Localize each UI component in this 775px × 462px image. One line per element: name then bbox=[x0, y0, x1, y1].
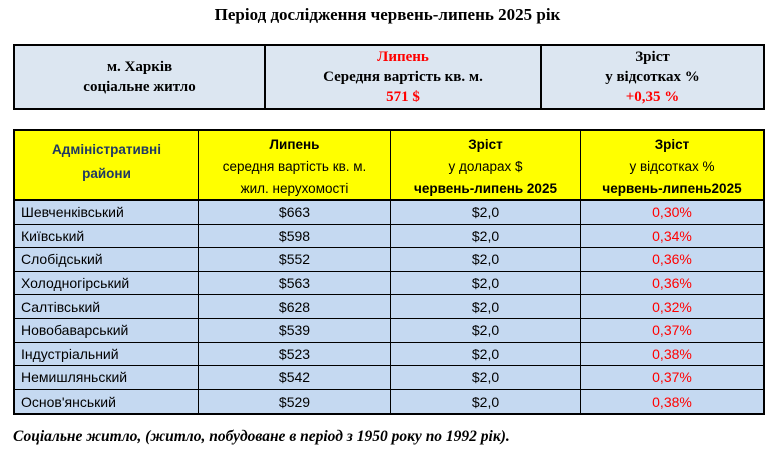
price-cell: $529 bbox=[199, 389, 391, 414]
price-cell: $563 bbox=[199, 271, 391, 295]
summary-growth-line1: Зріст bbox=[635, 49, 670, 65]
header-districts: Адміністративні райони bbox=[15, 131, 199, 199]
header-growth-pct: Зріст у відсотках % червень-липень2025 bbox=[581, 131, 763, 199]
district-name-cell: Київський bbox=[15, 224, 199, 248]
growth-usd-cell: $2,0 bbox=[391, 271, 581, 295]
price-cell: $539 bbox=[199, 318, 391, 342]
table-row: Немишляньский $542 $2,0 0,37% bbox=[15, 366, 763, 390]
header-growth-usd: Зріст у доларах $ червень-липень 2025 bbox=[391, 131, 581, 199]
district-name-cell: Холодногірський bbox=[15, 271, 199, 295]
table-row: Новобаварський $539 $2,0 0,37% bbox=[15, 318, 763, 343]
header-price: Липень середня вартість кв. м. жил. неру… bbox=[199, 131, 391, 199]
price-cell: $598 bbox=[199, 224, 391, 248]
district-name-cell: Шевченківський bbox=[15, 201, 199, 224]
growth-usd-cell: $2,0 bbox=[391, 201, 581, 224]
district-name-cell: Основ'янський bbox=[15, 389, 199, 414]
table-row: Салтівський $628 $2,0 0,32% bbox=[15, 295, 763, 319]
header-price-line2: середня вартість кв. м. bbox=[222, 159, 367, 174]
growth-usd-cell: $2,0 bbox=[391, 318, 581, 342]
district-name-cell: Індустріальний bbox=[15, 342, 199, 366]
summary-city-cell: м. Харків соціальне житло bbox=[15, 46, 266, 108]
district-name-cell: Салтівський bbox=[15, 295, 199, 318]
header-growth-usd-line1: Зріст bbox=[468, 137, 503, 152]
price-cell: $663 bbox=[199, 201, 391, 224]
districts-table-header: Адміністративні райони Липень середня ва… bbox=[15, 131, 763, 201]
growth-pct-cell: 0,30% bbox=[652, 204, 692, 221]
summary-growth-line2: у відсотках % bbox=[605, 69, 700, 85]
table-row: Шевченківський $663 $2,0 0,30% bbox=[15, 201, 763, 225]
growth-pct-cell: 0,37% bbox=[652, 322, 692, 339]
summary-month-cell: Липень Середня вартість кв. м. 571 $ bbox=[266, 46, 542, 108]
summary-month-label: Середня вартість кв. м. bbox=[323, 69, 483, 85]
header-price-line1: Липень bbox=[269, 137, 320, 152]
growth-usd-cell: $2,0 bbox=[391, 295, 581, 318]
growth-usd-cell: $2,0 bbox=[391, 366, 581, 389]
price-cell: $542 bbox=[199, 366, 391, 389]
header-growth-usd-line2: у доларах $ bbox=[448, 159, 523, 174]
summary-city-line2: соціальне житло bbox=[83, 79, 196, 95]
district-name-cell: Слобідський bbox=[15, 248, 199, 271]
table-row: Слобідський $552 $2,0 0,36% bbox=[15, 248, 763, 272]
header-districts-line1: Адміністративні bbox=[52, 142, 161, 157]
district-name-cell: Новобаварський bbox=[15, 318, 199, 342]
summary-growth-cell: Зріст у відсотках % +0,35 % bbox=[542, 46, 763, 108]
table-row: Київський $598 $2,0 0,34% bbox=[15, 224, 763, 249]
growth-pct-cell: 0,38% bbox=[652, 345, 692, 362]
growth-pct-cell: 0,36% bbox=[652, 251, 692, 268]
header-growth-usd-line3: червень-липень 2025 bbox=[414, 181, 557, 196]
header-growth-pct-line1: Зріст bbox=[654, 137, 690, 152]
price-cell: $628 bbox=[199, 295, 391, 318]
summary-growth-value: +0,35 % bbox=[625, 89, 680, 105]
growth-usd-cell: $2,0 bbox=[391, 389, 581, 414]
table-row: Основ'янський $529 $2,0 0,38% bbox=[15, 389, 763, 414]
table-row: Індустріальний $523 $2,0 0,38% bbox=[15, 342, 763, 367]
header-growth-pct-line3: червень-липень2025 bbox=[602, 181, 742, 196]
price-cell: $552 bbox=[199, 248, 391, 271]
growth-pct-cell: 0,37% bbox=[652, 369, 692, 386]
header-price-line3: жил. нерухомості bbox=[240, 181, 349, 196]
header-growth-pct-line2: у відсотках % bbox=[629, 159, 715, 174]
footnote: Соціальне житло, (житло, побудоване в пе… bbox=[13, 428, 510, 445]
header-districts-line2: райони bbox=[82, 166, 131, 181]
page-title: Період дослідження червень-липень 2025 р… bbox=[214, 5, 561, 24]
growth-pct-cell: 0,38% bbox=[652, 393, 692, 410]
growth-pct-cell: 0,32% bbox=[652, 298, 692, 315]
price-cell: $523 bbox=[199, 342, 391, 366]
summary-table: м. Харків соціальне житло Липень Середня… bbox=[13, 44, 765, 110]
district-name-cell: Немишляньский bbox=[15, 366, 199, 389]
growth-usd-cell: $2,0 bbox=[391, 342, 581, 366]
summary-month-name: Липень bbox=[377, 49, 429, 65]
growth-usd-cell: $2,0 bbox=[391, 248, 581, 271]
growth-pct-cell: 0,34% bbox=[652, 227, 692, 244]
summary-city-line1: м. Харків bbox=[106, 59, 173, 75]
growth-usd-cell: $2,0 bbox=[391, 224, 581, 248]
districts-table: Адміністративні райони Липень середня ва… bbox=[13, 129, 765, 416]
growth-pct-cell: 0,36% bbox=[652, 275, 692, 292]
table-row: Холодногірський $563 $2,0 0,36% bbox=[15, 271, 763, 296]
summary-month-value: 571 $ bbox=[386, 89, 420, 105]
